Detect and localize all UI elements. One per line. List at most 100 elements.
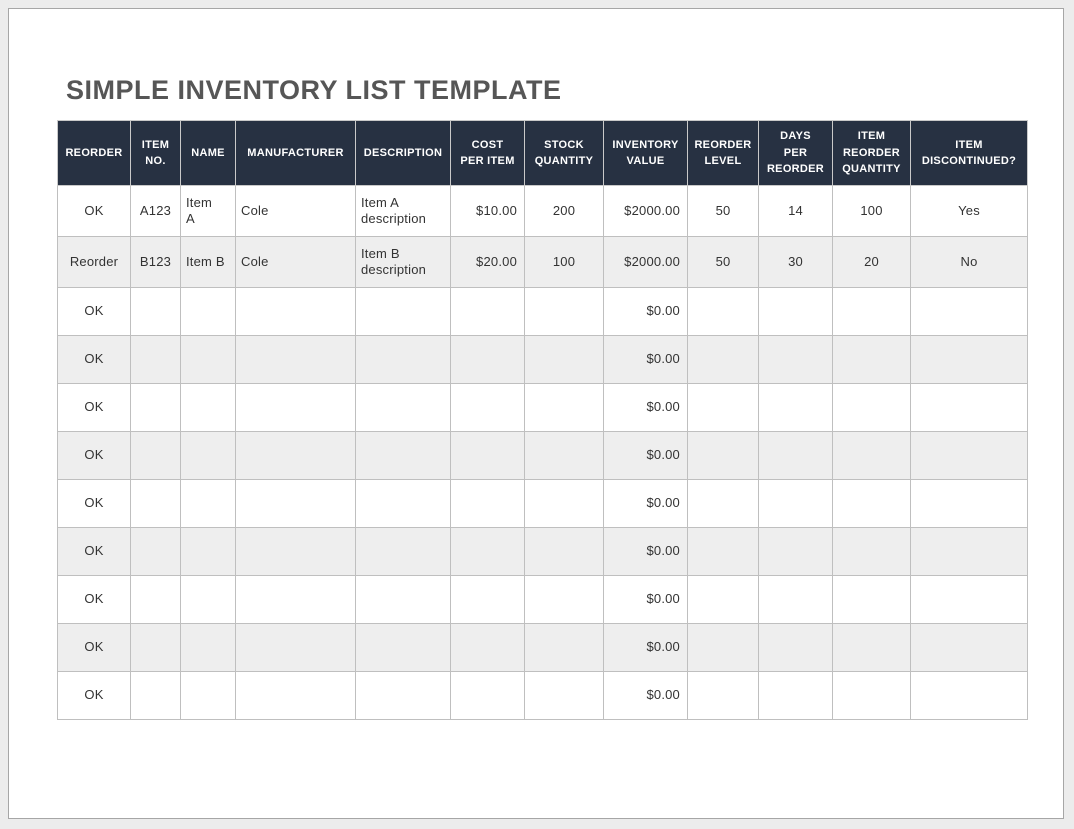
cell-days-per-reorder[interactable]: 14 bbox=[758, 185, 833, 237]
cell-days-per-reorder[interactable] bbox=[758, 335, 833, 384]
cell-reorder-level[interactable] bbox=[687, 623, 759, 672]
cell-description[interactable] bbox=[355, 671, 451, 720]
cell-manufacturer[interactable]: Cole bbox=[235, 236, 356, 288]
cell-item-reorder-quantity[interactable]: 100 bbox=[832, 185, 911, 237]
cell-cost-per-item[interactable] bbox=[450, 623, 525, 672]
cell-name[interactable] bbox=[180, 671, 236, 720]
cell-description[interactable]: Item A description bbox=[355, 185, 451, 237]
cell-stock-quantity[interactable] bbox=[524, 479, 604, 528]
cell-description[interactable]: Item B description bbox=[355, 236, 451, 288]
cell-item-discontinued[interactable]: Yes bbox=[910, 185, 1028, 237]
cell-reorder[interactable]: OK bbox=[57, 479, 131, 528]
cell-stock-quantity[interactable] bbox=[524, 431, 604, 480]
cell-description[interactable] bbox=[355, 575, 451, 624]
cell-inventory-value[interactable]: $2000.00 bbox=[603, 185, 688, 237]
cell-manufacturer[interactable] bbox=[235, 383, 356, 432]
cell-cost-per-item[interactable]: $10.00 bbox=[450, 185, 525, 237]
cell-item-reorder-quantity[interactable] bbox=[832, 527, 911, 576]
cell-description[interactable] bbox=[355, 431, 451, 480]
cell-description[interactable] bbox=[355, 383, 451, 432]
cell-cost-per-item[interactable] bbox=[450, 431, 525, 480]
cell-item-reorder-quantity[interactable]: 20 bbox=[832, 236, 911, 288]
cell-inventory-value[interactable]: $0.00 bbox=[603, 287, 688, 336]
cell-stock-quantity[interactable] bbox=[524, 383, 604, 432]
cell-item-no[interactable] bbox=[130, 671, 181, 720]
cell-reorder-level[interactable] bbox=[687, 527, 759, 576]
cell-reorder[interactable]: OK bbox=[57, 623, 131, 672]
cell-name[interactable] bbox=[180, 335, 236, 384]
cell-cost-per-item[interactable]: $20.00 bbox=[450, 236, 525, 288]
cell-item-discontinued[interactable] bbox=[910, 575, 1028, 624]
cell-inventory-value[interactable]: $0.00 bbox=[603, 479, 688, 528]
cell-reorder-level[interactable] bbox=[687, 431, 759, 480]
cell-stock-quantity[interactable] bbox=[524, 623, 604, 672]
cell-stock-quantity[interactable]: 100 bbox=[524, 236, 604, 288]
cell-description[interactable] bbox=[355, 479, 451, 528]
cell-manufacturer[interactable] bbox=[235, 623, 356, 672]
cell-reorder-level[interactable]: 50 bbox=[687, 236, 759, 288]
cell-stock-quantity[interactable] bbox=[524, 575, 604, 624]
cell-item-no[interactable] bbox=[130, 479, 181, 528]
cell-cost-per-item[interactable] bbox=[450, 575, 525, 624]
cell-name[interactable] bbox=[180, 575, 236, 624]
cell-days-per-reorder[interactable] bbox=[758, 383, 833, 432]
cell-reorder[interactable]: OK bbox=[57, 431, 131, 480]
cell-item-discontinued[interactable]: No bbox=[910, 236, 1028, 288]
cell-reorder-level[interactable] bbox=[687, 671, 759, 720]
cell-stock-quantity[interactable] bbox=[524, 527, 604, 576]
cell-item-discontinued[interactable] bbox=[910, 479, 1028, 528]
cell-item-no[interactable] bbox=[130, 623, 181, 672]
cell-reorder-level[interactable] bbox=[687, 575, 759, 624]
cell-inventory-value[interactable]: $2000.00 bbox=[603, 236, 688, 288]
cell-manufacturer[interactable] bbox=[235, 431, 356, 480]
cell-inventory-value[interactable]: $0.00 bbox=[603, 527, 688, 576]
cell-name[interactable]: Item A bbox=[180, 185, 236, 237]
cell-manufacturer[interactable]: Cole bbox=[235, 185, 356, 237]
cell-item-reorder-quantity[interactable] bbox=[832, 335, 911, 384]
cell-item-no[interactable]: B123 bbox=[130, 236, 181, 288]
cell-cost-per-item[interactable] bbox=[450, 671, 525, 720]
cell-description[interactable] bbox=[355, 287, 451, 336]
cell-cost-per-item[interactable] bbox=[450, 479, 525, 528]
cell-item-discontinued[interactable] bbox=[910, 383, 1028, 432]
cell-item-no[interactable]: A123 bbox=[130, 185, 181, 237]
cell-name[interactable] bbox=[180, 623, 236, 672]
cell-days-per-reorder[interactable] bbox=[758, 479, 833, 528]
cell-reorder[interactable]: OK bbox=[57, 185, 131, 237]
cell-item-discontinued[interactable] bbox=[910, 623, 1028, 672]
cell-cost-per-item[interactable] bbox=[450, 383, 525, 432]
cell-cost-per-item[interactable] bbox=[450, 527, 525, 576]
cell-description[interactable] bbox=[355, 335, 451, 384]
cell-inventory-value[interactable]: $0.00 bbox=[603, 431, 688, 480]
cell-description[interactable] bbox=[355, 623, 451, 672]
cell-stock-quantity[interactable] bbox=[524, 335, 604, 384]
cell-item-reorder-quantity[interactable] bbox=[832, 479, 911, 528]
cell-cost-per-item[interactable] bbox=[450, 287, 525, 336]
cell-name[interactable] bbox=[180, 287, 236, 336]
cell-item-no[interactable] bbox=[130, 527, 181, 576]
cell-item-discontinued[interactable] bbox=[910, 527, 1028, 576]
cell-days-per-reorder[interactable] bbox=[758, 527, 833, 576]
cell-stock-quantity[interactable]: 200 bbox=[524, 185, 604, 237]
cell-name[interactable]: Item B bbox=[180, 236, 236, 288]
cell-reorder-level[interactable]: 50 bbox=[687, 185, 759, 237]
cell-days-per-reorder[interactable] bbox=[758, 575, 833, 624]
cell-manufacturer[interactable] bbox=[235, 575, 356, 624]
cell-name[interactable] bbox=[180, 527, 236, 576]
cell-inventory-value[interactable]: $0.00 bbox=[603, 383, 688, 432]
cell-stock-quantity[interactable] bbox=[524, 287, 604, 336]
cell-days-per-reorder[interactable] bbox=[758, 671, 833, 720]
cell-item-no[interactable] bbox=[130, 335, 181, 384]
cell-days-per-reorder[interactable] bbox=[758, 623, 833, 672]
cell-name[interactable] bbox=[180, 383, 236, 432]
cell-item-reorder-quantity[interactable] bbox=[832, 287, 911, 336]
cell-manufacturer[interactable] bbox=[235, 479, 356, 528]
cell-item-no[interactable] bbox=[130, 575, 181, 624]
cell-item-discontinued[interactable] bbox=[910, 431, 1028, 480]
cell-item-no[interactable] bbox=[130, 431, 181, 480]
cell-item-no[interactable] bbox=[130, 383, 181, 432]
cell-cost-per-item[interactable] bbox=[450, 335, 525, 384]
cell-days-per-reorder[interactable] bbox=[758, 431, 833, 480]
cell-item-discontinued[interactable] bbox=[910, 671, 1028, 720]
cell-reorder[interactable]: OK bbox=[57, 527, 131, 576]
